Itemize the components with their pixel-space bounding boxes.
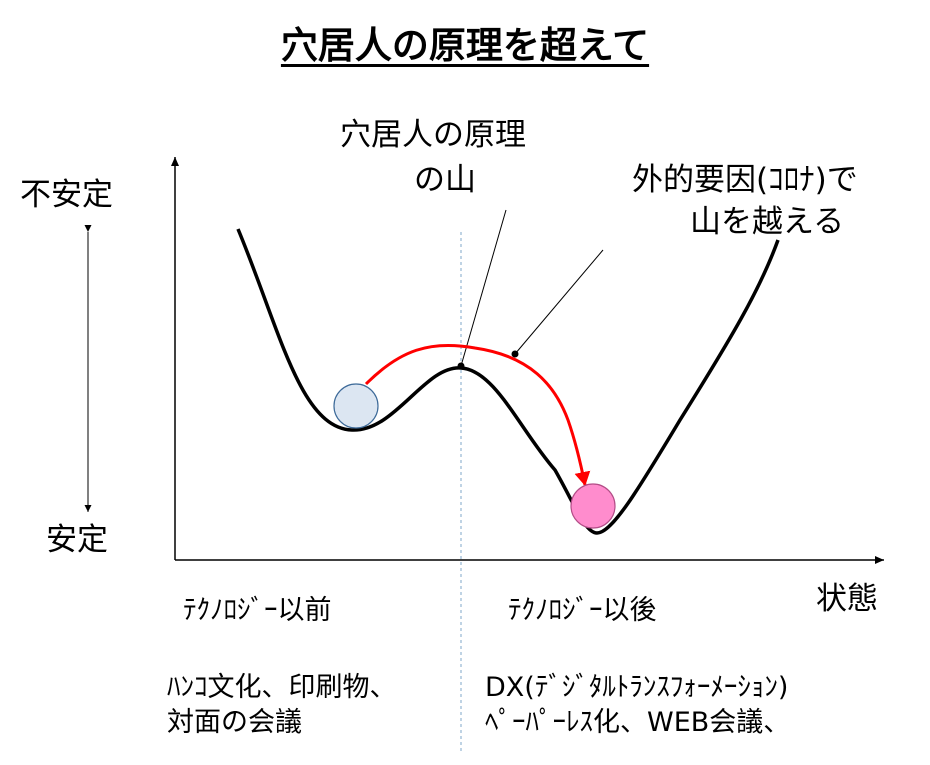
external-label-line2: 山を越える — [690, 204, 845, 240]
mountain-label-line2: の山 — [414, 162, 476, 198]
before-technology-heading: ﾃｸﾉﾛｼﾞｰ以前 — [183, 595, 332, 626]
before-technology-line1: ﾊﾝｺ文化、印刷物、 — [167, 672, 397, 703]
unstable-label: 不安定 — [20, 177, 113, 213]
external-leader-line — [514, 249, 604, 355]
ball-after — [570, 483, 616, 529]
before-technology-line2: 対面の会議 — [167, 707, 302, 738]
page-title: 穴居人の原理を超えて — [280, 24, 650, 67]
mountain-peak-dot — [457, 362, 465, 370]
after-technology-heading: ﾃｸﾉﾛｼﾞｰ以後 — [508, 595, 657, 626]
mountain-leader-line — [460, 209, 507, 367]
external-arrow-dot — [511, 350, 519, 358]
mountain-label-line1: 穴居人の原理 — [340, 117, 526, 153]
after-technology-line1: DX(ﾃﾞｼﾞﾀﾙﾄﾗﾝｽﾌｫｰﾒｰｼｮﾝ) — [485, 672, 789, 703]
external-label-line1: 外的要因(ｺﾛﾅ)で — [632, 162, 858, 198]
transition-arrow — [364, 343, 591, 486]
potential-curve — [236, 228, 780, 535]
stable-label: 安定 — [46, 522, 108, 558]
state-label: 状態 — [816, 581, 878, 617]
after-technology-line2: ﾍﾟｰﾊﾟｰﾚｽ化、WEB会議、 — [485, 707, 791, 738]
ball-before — [333, 383, 379, 429]
